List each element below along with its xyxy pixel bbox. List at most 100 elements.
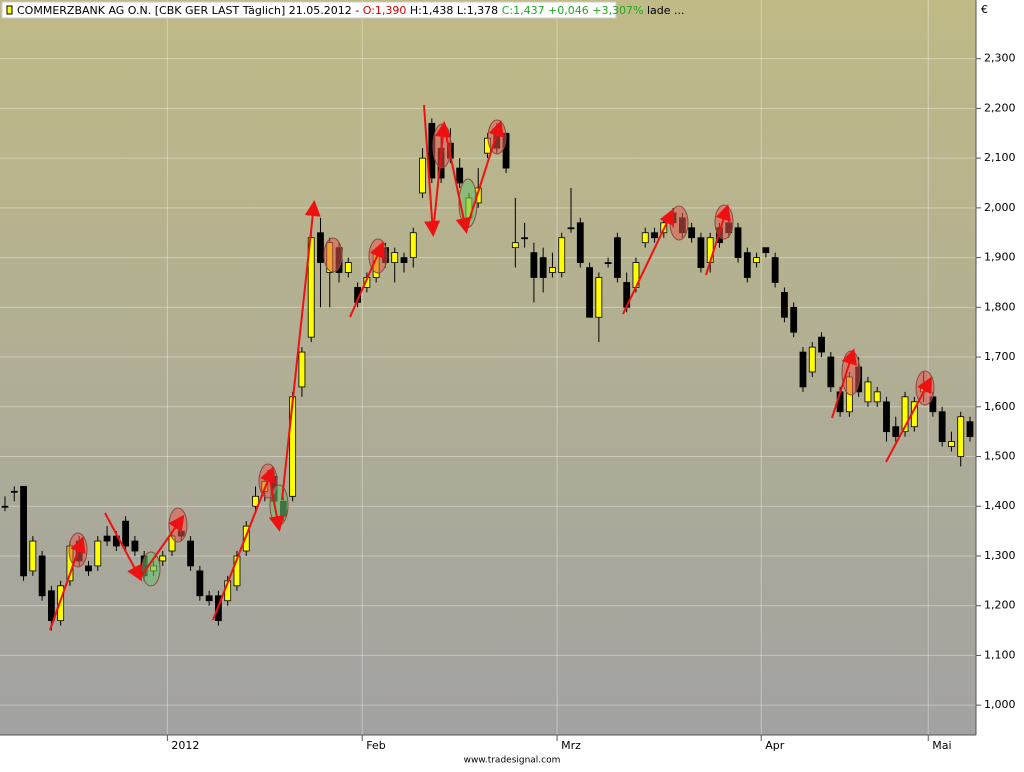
candle-body	[549, 267, 556, 273]
candle-body	[892, 426, 900, 438]
x-axis-panel	[0, 735, 976, 768]
candle-body	[753, 257, 760, 263]
header-box	[1, 1, 617, 19]
quote-open: O:1,390	[363, 4, 407, 17]
candle-body	[344, 262, 352, 273]
candle-body	[595, 277, 603, 318]
candle-body	[20, 485, 27, 577]
candle-body	[901, 396, 909, 433]
arrow	[831, 348, 857, 419]
candle-body	[818, 336, 825, 353]
candle-body	[242, 525, 250, 552]
candle-body	[762, 247, 770, 254]
arrow	[885, 376, 932, 463]
arrow	[423, 104, 441, 237]
arrow	[349, 241, 385, 318]
candle-body	[57, 585, 65, 622]
arrow	[267, 469, 285, 532]
pattern-circle	[669, 205, 689, 241]
pattern-circle	[487, 119, 507, 155]
arrow	[432, 121, 451, 234]
candle-body	[688, 227, 696, 239]
candle-body	[614, 237, 621, 278]
candle-body	[38, 555, 46, 597]
arrow	[443, 124, 472, 234]
pattern-arrows	[49, 104, 932, 631]
y-tick-label: 1,500	[984, 450, 1016, 463]
y-tick-label: 2,300	[984, 52, 1016, 65]
header-title: COMMERZBANK AG O.N. [CBK GER LAST Täglic…	[17, 4, 359, 17]
candle-body	[205, 595, 213, 602]
y-axis-panel	[976, 0, 1024, 768]
candle-body	[567, 227, 575, 230]
quote-close: C:1,437 +0,046 +3,307%	[502, 4, 644, 17]
candle-body	[419, 157, 426, 194]
candle-body	[10, 490, 18, 493]
candle-body	[409, 232, 417, 258]
candle-body	[771, 257, 779, 283]
arrow	[622, 208, 675, 315]
candle-body	[808, 346, 816, 373]
y-tick-label: 2,100	[984, 151, 1016, 164]
y-tick-label: 1,800	[984, 300, 1016, 313]
candle-body	[94, 540, 102, 567]
x-tick-label: 2012	[171, 739, 199, 752]
candle-body	[131, 540, 139, 552]
candle-body	[864, 381, 872, 403]
candle-body	[604, 262, 612, 264]
candle-body	[576, 222, 584, 263]
candle-body	[233, 555, 241, 587]
candle-body	[883, 401, 890, 433]
candle-body	[697, 237, 705, 268]
candle-body	[196, 570, 204, 597]
candle-body	[790, 306, 798, 333]
candle-body	[539, 257, 547, 278]
arrow	[49, 536, 86, 631]
pattern-circle	[714, 204, 734, 240]
y-tick-label: 2,000	[984, 201, 1016, 214]
arrow	[139, 514, 185, 579]
y-tick-label: 1,300	[984, 549, 1016, 562]
arrow	[705, 204, 732, 276]
x-tick-label: Feb	[366, 739, 385, 752]
candle-body	[521, 237, 529, 240]
candle-body	[187, 540, 194, 567]
candle-body	[400, 257, 408, 263]
candle-body	[103, 535, 111, 542]
candle-body	[586, 267, 593, 318]
y-tick-label: 2,200	[984, 101, 1016, 114]
arrow	[104, 512, 142, 582]
candle-body	[966, 421, 974, 438]
y-tick-label: 1,900	[984, 251, 1016, 264]
pattern-circle	[323, 237, 343, 273]
x-tick-label: Mai	[932, 739, 951, 752]
candle-body	[799, 351, 807, 388]
candle-body	[391, 252, 399, 263]
candle-body	[530, 252, 538, 278]
candle-body	[159, 555, 167, 562]
y-tick-label: 1,600	[984, 400, 1016, 413]
candle-body	[252, 495, 259, 507]
candle-body	[298, 351, 306, 388]
candle-body	[651, 232, 658, 239]
candle-body	[456, 167, 464, 184]
candle-body	[511, 242, 519, 249]
candle-body	[317, 232, 324, 263]
pattern-circle	[141, 551, 161, 587]
candle-body	[558, 237, 566, 273]
candle-body	[122, 520, 130, 547]
candle-body	[873, 391, 881, 403]
y-tick-label: 1,200	[984, 599, 1016, 612]
y-tick-label: 1,000	[984, 698, 1016, 711]
candle-body	[743, 252, 751, 278]
y-unit: €	[981, 3, 988, 16]
grid	[0, 0, 976, 735]
candle-body	[734, 227, 742, 258]
candle-body	[938, 411, 946, 442]
quote-range: H:1,438 L:1,378	[410, 4, 498, 17]
candle-body	[827, 356, 835, 388]
arrow	[212, 466, 276, 621]
candle-body	[1, 505, 9, 508]
